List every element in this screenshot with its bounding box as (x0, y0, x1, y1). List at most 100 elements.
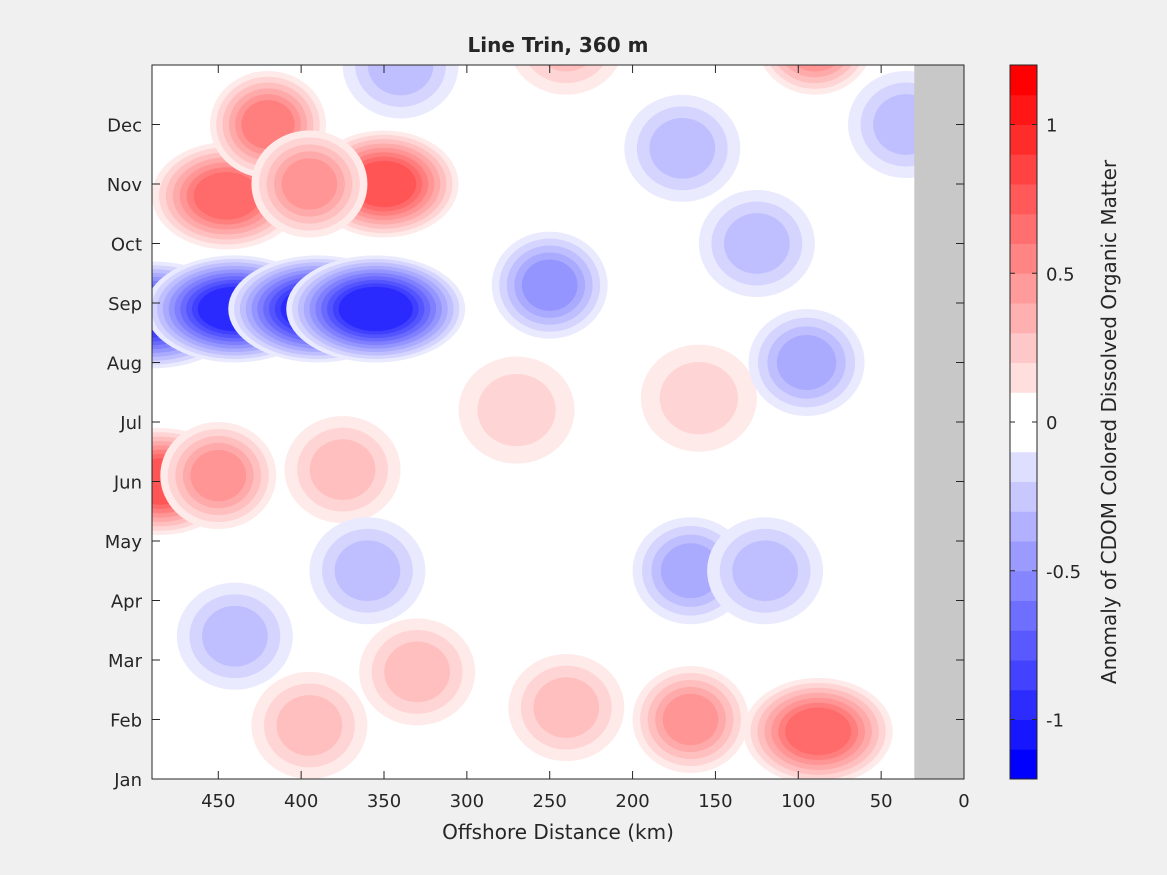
anomaly-feature (707, 517, 824, 625)
anomaly-feature (508, 654, 625, 762)
y-axis: Jan Feb Mar Apr May Jun Jul Aug Sep Oct Nov Dec (105, 116, 964, 791)
y-tick-label: Feb (110, 711, 142, 732)
x-tick-label: 50 (870, 791, 893, 812)
colorbar-level (1010, 660, 1037, 691)
colorbar-tick-label: 1 (1046, 116, 1057, 137)
anomaly-feature (458, 356, 575, 464)
colorbar-level (1010, 600, 1037, 631)
contour-level (384, 641, 451, 703)
colorbar-level (1010, 213, 1037, 244)
x-tick-label: 200 (615, 791, 649, 812)
anomaly-feature (359, 618, 476, 726)
anomaly-feature (309, 517, 426, 625)
colorbar-level (1010, 154, 1037, 185)
contour-level (533, 677, 600, 738)
contour-level (660, 543, 721, 599)
contour-level (808, 65, 822, 66)
colorbar-level (1010, 65, 1037, 96)
colorbar-level (1010, 719, 1037, 750)
y-tick-label: May (105, 532, 143, 553)
y-tick-label: Dec (107, 116, 142, 137)
colorbar-level (1010, 570, 1037, 601)
anomaly-feature (251, 130, 368, 238)
contour-level (477, 373, 556, 447)
anomaly-feature (514, 65, 619, 95)
colorbar-level (1010, 124, 1037, 155)
contour-level (794, 65, 836, 72)
contour-level (528, 65, 604, 84)
contour-level (732, 540, 799, 602)
plot-frame (151, 64, 965, 780)
contour-level (281, 158, 338, 210)
anomaly-feature (251, 671, 368, 779)
anomaly-feature (698, 189, 815, 298)
x-tick-label: 150 (698, 791, 732, 812)
anomaly-feature (743, 677, 893, 779)
x-axis-label: Offshore Distance (km) (442, 820, 674, 844)
colorbar-level (1010, 243, 1037, 274)
contour-level (785, 707, 852, 756)
x-axis: 450 400 350 300 250 200 150 100 50 0 (201, 65, 970, 812)
contour-level (662, 693, 719, 746)
colorbar-level (1010, 481, 1037, 512)
anomaly-feature (624, 94, 741, 202)
contour-level (723, 213, 790, 274)
y-tick-label: Sep (108, 294, 142, 315)
contour-level (193, 172, 260, 220)
contour-level (338, 286, 413, 332)
colorbar-level (1010, 689, 1037, 720)
y-tick-label: Jul (119, 413, 142, 434)
y-tick-label: Mar (108, 651, 143, 672)
anomaly-feature (342, 65, 459, 119)
y-tick-label: Apr (111, 592, 143, 613)
x-tick-label: 450 (201, 791, 235, 812)
contour-level (351, 160, 417, 208)
colorbar-level (1010, 451, 1037, 482)
contour-level (309, 439, 376, 500)
y-tick-label: Aug (107, 354, 142, 375)
anomaly-feature (748, 308, 865, 417)
colorbar-level (1010, 362, 1037, 393)
x-tick-label: 100 (781, 791, 815, 812)
contour-level (334, 540, 401, 602)
contour-level (190, 449, 247, 502)
colorbar-level (1010, 184, 1037, 215)
colorbar-level (1010, 422, 1037, 453)
contour-level (659, 362, 739, 435)
colorbar-level (1010, 303, 1037, 334)
anomaly-feature (160, 422, 277, 530)
colorbar-level (1010, 630, 1037, 661)
anomaly-feature (491, 231, 608, 339)
y-tick-label: Jan (113, 770, 142, 791)
y-tick-label: Nov (107, 175, 142, 196)
anomaly-feature (762, 65, 867, 95)
colorbar-tick-label: 0 (1046, 413, 1057, 434)
no-data-region (914, 65, 964, 779)
anomaly-feature (286, 255, 466, 363)
colorbar-tick-label: 0.5 (1046, 264, 1075, 285)
contour-level (241, 99, 295, 150)
contour-level (521, 259, 578, 311)
x-tick-label: 0 (958, 791, 969, 812)
contour-level (776, 335, 837, 390)
contour-level (649, 117, 716, 179)
x-tick-label: 300 (450, 791, 484, 812)
x-tick-label: 250 (533, 791, 567, 812)
colorbar-level (1010, 94, 1037, 125)
colorbar-level (1010, 392, 1037, 423)
contour-level (276, 695, 343, 756)
anomaly-feature (284, 416, 401, 524)
colorbar-level (1010, 273, 1037, 304)
y-tick-label: Jun (113, 473, 142, 494)
anomaly-feature (176, 582, 293, 690)
anomaly-feature (632, 665, 749, 774)
colorbar-tick-label: -0.5 (1046, 562, 1081, 583)
colorbar-ticks: -1 -0.5 0 0.5 1 (1010, 116, 1081, 732)
x-tick-label: 350 (367, 791, 401, 812)
colorbar-level (1010, 332, 1037, 363)
colorbar-tick-label: -1 (1046, 711, 1064, 732)
colorbar-level (1010, 541, 1037, 572)
anomaly-feature (640, 344, 757, 452)
colorbar-label: Anomaly of CDOM Colored Dissolved Organi… (1097, 159, 1121, 684)
